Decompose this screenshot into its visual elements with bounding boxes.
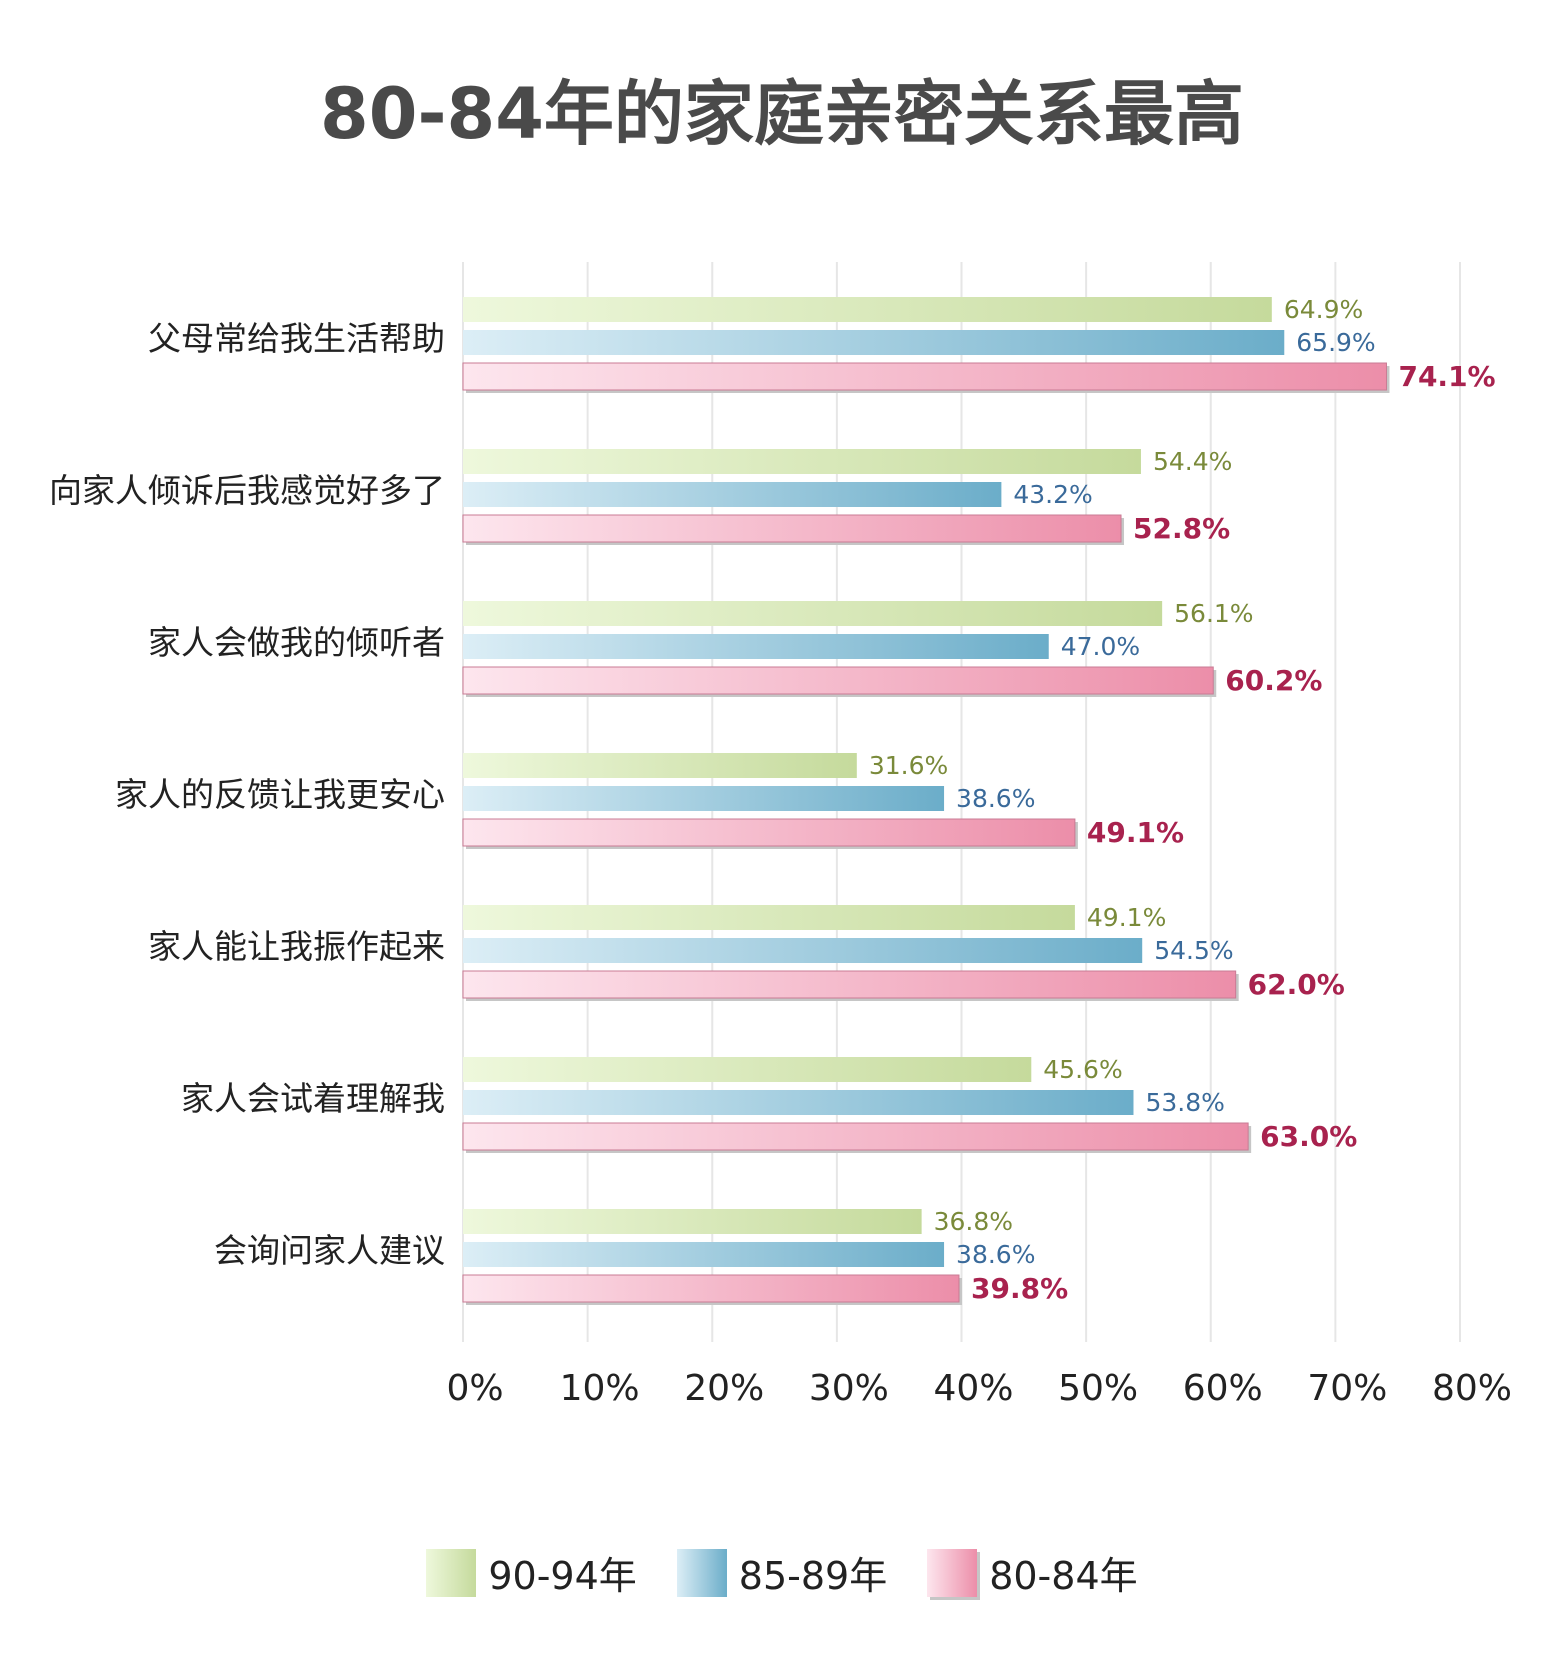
x-tick-label: 80% xyxy=(1432,1368,1512,1409)
legend: 90-94年 85-89年 80-84年 xyxy=(0,1545,1564,1600)
data-label: 38.6% xyxy=(956,784,1035,813)
data-label: 56.1% xyxy=(1174,599,1253,628)
bar-85-89年 xyxy=(463,1242,945,1267)
data-label: 65.9% xyxy=(1296,328,1375,357)
bar-80-84年 xyxy=(462,818,1076,847)
bar-90-94年 xyxy=(463,905,1075,930)
x-tick-label: 0% xyxy=(446,1368,503,1409)
data-label: 74.1% xyxy=(1398,360,1495,393)
x-tick-label: 20% xyxy=(684,1368,764,1409)
data-label: 63.0% xyxy=(1260,1120,1357,1153)
data-label: 60.2% xyxy=(1225,664,1322,697)
bar-85-89年 xyxy=(463,1090,1134,1115)
x-tick-label: 30% xyxy=(809,1368,889,1409)
legend-label: 90-94年 xyxy=(488,1554,637,1598)
bar-90-94年 xyxy=(463,297,1272,322)
legend-item: 80-84年 xyxy=(927,1545,1138,1600)
data-label: 47.0% xyxy=(1061,632,1140,661)
data-label: 39.8% xyxy=(971,1272,1068,1305)
chart-title: 80-84年的家庭亲密关系最高 xyxy=(320,73,1244,155)
bar-80-84年 xyxy=(462,514,1122,543)
legend-swatch xyxy=(426,1548,477,1597)
x-tick-label: 70% xyxy=(1307,1368,1387,1409)
bar-90-94年 xyxy=(463,1209,922,1234)
data-label: 36.8% xyxy=(934,1207,1013,1236)
data-label: 31.6% xyxy=(869,751,948,780)
bar-85-89年 xyxy=(463,482,1002,507)
legend-item: 90-94年 xyxy=(426,1545,637,1600)
data-label: 53.8% xyxy=(1145,1088,1224,1117)
data-label: 52.8% xyxy=(1133,512,1230,545)
bar-80-84年 xyxy=(462,1122,1249,1151)
bar-90-94年 xyxy=(463,449,1141,474)
category-label: 家人能让我振作起来 xyxy=(148,927,445,966)
data-label: 49.1% xyxy=(1087,903,1166,932)
category-label: 家人会试着理解我 xyxy=(181,1079,445,1118)
bar-90-94年 xyxy=(463,601,1163,626)
data-label: 54.4% xyxy=(1153,447,1232,476)
data-label: 54.5% xyxy=(1154,936,1233,965)
data-label: 38.6% xyxy=(956,1240,1035,1269)
bar-85-89年 xyxy=(463,634,1049,659)
bar-80-84年 xyxy=(462,1274,960,1303)
x-tick-label: 60% xyxy=(1183,1368,1263,1409)
legend-item: 85-89年 xyxy=(676,1545,888,1600)
bar-80-84年 xyxy=(462,970,1237,999)
bar-85-89年 xyxy=(463,330,1285,355)
category-label: 父母常给我生活帮助 xyxy=(148,319,445,358)
bar-90-94年 xyxy=(463,753,857,778)
legend-swatch xyxy=(676,1548,727,1597)
category-label: 向家人倾诉后我感觉好多了 xyxy=(49,471,445,510)
data-label: 62.0% xyxy=(1248,968,1345,1001)
data-label: 64.9% xyxy=(1284,295,1363,324)
category-label: 家人会做我的倾听者 xyxy=(148,623,445,662)
category-label: 家人的反馈让我更安心 xyxy=(115,775,445,814)
data-label: 43.2% xyxy=(1013,480,1092,509)
data-label: 49.1% xyxy=(1087,816,1184,849)
bar-85-89年 xyxy=(463,786,945,811)
bar-80-84年 xyxy=(462,666,1214,695)
bar-90-94年 xyxy=(463,1057,1032,1082)
bar-80-84年 xyxy=(462,362,1387,391)
legend-label: 80-84年 xyxy=(989,1554,1138,1598)
x-tick-label: 10% xyxy=(560,1368,640,1409)
legend-swatch xyxy=(927,1548,978,1597)
legend-label: 85-89年 xyxy=(738,1554,888,1598)
bar-85-89年 xyxy=(463,938,1143,963)
x-tick-label: 50% xyxy=(1058,1368,1138,1409)
data-label: 45.6% xyxy=(1043,1055,1122,1084)
category-label: 会询问家人建议 xyxy=(214,1231,445,1270)
x-tick-label: 40% xyxy=(933,1368,1013,1409)
